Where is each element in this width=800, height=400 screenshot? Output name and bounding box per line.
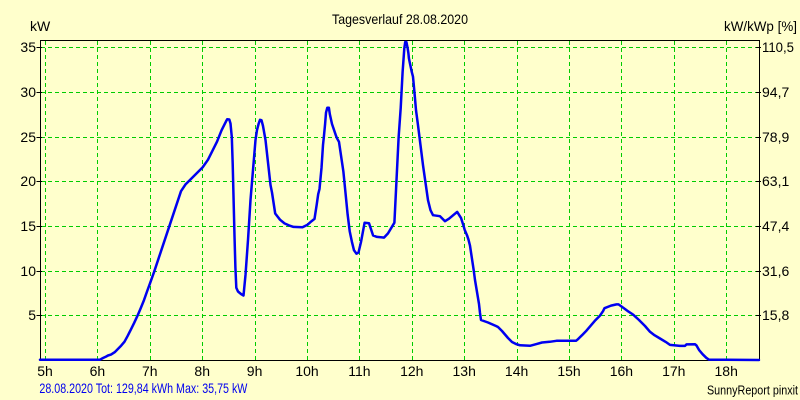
- svg-text:110,5: 110,5: [762, 39, 794, 55]
- svg-text:Tagesverlauf 28.08.2020: Tagesverlauf 28.08.2020: [332, 11, 468, 27]
- svg-text:63,1: 63,1: [762, 173, 789, 189]
- svg-text:11h: 11h: [348, 363, 370, 379]
- svg-text:20: 20: [20, 173, 36, 189]
- svg-text:25: 25: [20, 129, 36, 145]
- svg-text:7h: 7h: [142, 363, 158, 379]
- svg-text:5: 5: [28, 307, 36, 323]
- svg-text:17h: 17h: [662, 363, 685, 379]
- svg-text:12h: 12h: [400, 363, 423, 379]
- svg-text:kW/kWp [%]: kW/kWp [%]: [724, 18, 797, 34]
- svg-text:13h: 13h: [453, 363, 476, 379]
- svg-text:47,4: 47,4: [762, 218, 789, 234]
- svg-text:15,8: 15,8: [762, 307, 789, 323]
- svg-text:78,9: 78,9: [762, 129, 789, 145]
- svg-text:94,7: 94,7: [762, 84, 789, 100]
- svg-text:5h: 5h: [37, 363, 53, 379]
- svg-text:31,6: 31,6: [762, 263, 789, 279]
- svg-text:9h: 9h: [247, 363, 263, 379]
- svg-text:28.08.2020 Tot: 129,84 kWh Max: 28.08.2020 Tot: 129,84 kWh Max: 35,75 kW: [39, 380, 248, 396]
- svg-text:15h: 15h: [557, 363, 580, 379]
- svg-text:6h: 6h: [90, 363, 106, 379]
- svg-text:16h: 16h: [610, 363, 633, 379]
- svg-text:35: 35: [20, 39, 36, 55]
- svg-text:10: 10: [20, 263, 36, 279]
- svg-text:8h: 8h: [194, 363, 210, 379]
- svg-text:15: 15: [20, 218, 36, 234]
- svg-text:SunnyReport pinxit: SunnyReport pinxit: [707, 383, 798, 398]
- svg-text:30: 30: [20, 84, 36, 100]
- svg-text:14h: 14h: [505, 363, 528, 379]
- svg-text:18h: 18h: [715, 363, 738, 379]
- svg-text:kW: kW: [30, 18, 51, 34]
- svg-text:10h: 10h: [295, 363, 318, 379]
